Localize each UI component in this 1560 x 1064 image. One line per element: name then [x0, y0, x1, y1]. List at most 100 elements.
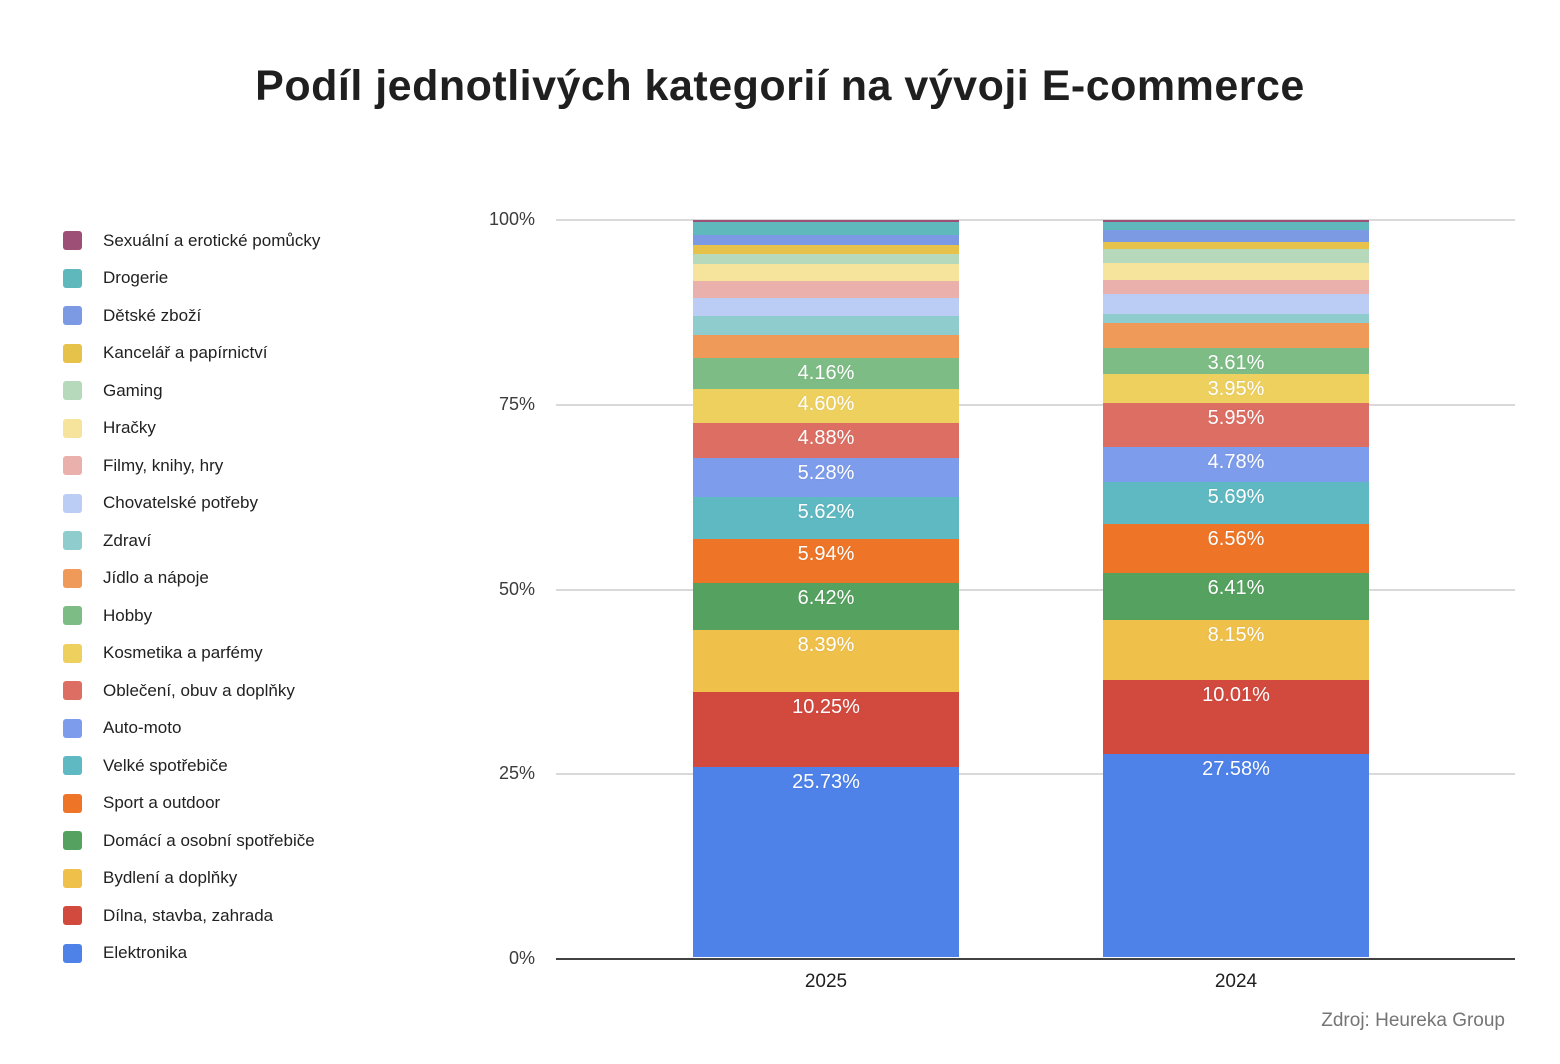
legend-swatch [63, 643, 82, 663]
bar-segment [1103, 220, 1369, 222]
legend-swatch [63, 381, 82, 401]
y-tick-label: 25% [498, 763, 535, 784]
legend-item: Bydlení a doplňky [63, 860, 463, 898]
segment-value-label: 4.16% [797, 361, 855, 384]
legend-item-label: Kancelář a papírnictví [103, 343, 268, 363]
bar-segment: 10.01% [1103, 679, 1369, 754]
bar-segment: 4.88% [693, 422, 959, 459]
legend-swatch [63, 943, 82, 963]
legend-item: Elektronika [63, 935, 463, 973]
bar-segment: 5.62% [693, 497, 959, 539]
bar-segment [693, 221, 959, 235]
legend-item-label: Drogerie [103, 268, 169, 288]
y-tick-label: 50% [498, 578, 535, 599]
bar-segment [1103, 241, 1369, 249]
y-tick-label: 75% [498, 393, 535, 414]
bar-segment [693, 334, 959, 358]
legend-item: Gaming [63, 372, 463, 410]
bar-segment: 6.42% [693, 582, 959, 630]
segment-value-label: 6.56% [1207, 528, 1265, 551]
legend-swatch [63, 793, 82, 813]
legend-item-label: Sexuální a erotické pomůcky [103, 230, 321, 250]
bar-segment [1103, 221, 1369, 230]
legend-item: Domácí a osobní spotřebiče [63, 822, 463, 860]
y-tick-label: 100% [488, 209, 535, 229]
gridline [556, 773, 1515, 776]
bar-segment: 4.16% [693, 357, 959, 389]
plot-area: 25.73% 10.25% 8.39% 6.42% 5.94% 5.62% 5.28% 4.8… [556, 219, 1515, 960]
chart-title: Podíl jednotlivých kategorií na vývoji E… [255, 62, 1305, 110]
segment-value-label: 3.61% [1207, 351, 1265, 374]
gridline [556, 403, 1515, 406]
segment-value-label: 27.58% [1202, 757, 1270, 780]
bar-2025: 25.73% 10.25% 8.39% 6.42% 5.94% 5.62% 5.28% 4.8… [693, 220, 959, 957]
x-tick-label: 2025 [804, 971, 848, 992]
legend-swatch [63, 268, 82, 288]
bar-segment [693, 253, 959, 265]
legend-item-label: Hračky [103, 418, 156, 438]
bar-segment: 6.41% [1103, 572, 1369, 620]
legend-item-label: Filmy, knihy, hry [103, 455, 224, 475]
legend-item: Dětské zboží [63, 297, 463, 335]
bar-segment: 5.95% [1103, 403, 1369, 448]
bar-2024: 27.58% 10.01% 8.15% 6.41% 6.56% 5.69% 4.78% 5.9… [1103, 220, 1369, 957]
segment-value-label: 6.42% [797, 586, 855, 609]
bar-segment [693, 234, 959, 246]
source-note: Zdroj: Heureka Group [1321, 1010, 1505, 1031]
bar-segment [693, 315, 959, 335]
bar-segment: 8.39% [693, 629, 959, 692]
bar-segment [693, 298, 959, 316]
legend-item: Velké spotřebiče [63, 747, 463, 785]
bar-segment [1103, 229, 1369, 242]
legend-swatch [63, 568, 82, 588]
legend-item-label: Kosmetika a parfémy [103, 643, 263, 663]
legend-item: Auto-moto [63, 710, 463, 748]
legend-swatch [63, 531, 82, 551]
y-tick-label: 0% [508, 948, 535, 968]
bar-segment: 4.60% [693, 388, 959, 423]
legend-item: Filmy, knihy, hry [63, 447, 463, 485]
legend-swatch [63, 906, 82, 926]
bar-segment: 3.95% [1103, 374, 1369, 404]
segment-value-label: 8.39% [797, 633, 855, 656]
bar-segment: 3.61% [1103, 347, 1369, 375]
legend-swatch [63, 718, 82, 738]
bar-segment [1103, 263, 1369, 280]
legend-swatch [63, 868, 82, 888]
segment-value-label: 4.88% [797, 426, 855, 449]
legend-item-label: Gaming [103, 380, 163, 400]
legend-swatch [63, 831, 82, 851]
bar-segment: 8.15% [1103, 619, 1369, 680]
legend-item-label: Dětské zboží [103, 305, 202, 325]
legend-item-label: Bydlení a doplňky [103, 868, 238, 888]
legend-swatch [63, 606, 82, 626]
bar-segment [693, 280, 959, 299]
segment-value-label: 5.28% [797, 462, 855, 485]
legend-swatch [63, 418, 82, 438]
legend-item-label: Dílna, stavba, zahrada [103, 905, 274, 925]
bar-segment [1103, 313, 1369, 324]
bar-segment: 5.94% [693, 538, 959, 583]
segment-value-label: 5.95% [1207, 407, 1265, 430]
legend-item-label: Zdraví [103, 530, 152, 550]
segment-value-label: 6.41% [1207, 576, 1265, 599]
legend-item-label: Domácí a osobní spotřebiče [103, 830, 315, 850]
bar-segment [1103, 323, 1369, 348]
segment-value-label: 4.78% [1207, 451, 1265, 474]
legend-item-label: Sport a outdoor [103, 793, 221, 813]
bar-segment [1103, 279, 1369, 295]
legend-item-label: Auto-moto [103, 718, 182, 738]
segment-value-label: 3.95% [1207, 378, 1265, 401]
legend-swatch [63, 493, 82, 513]
bar-segment [1103, 248, 1369, 264]
segment-value-label: 10.25% [792, 695, 860, 718]
bar-segment: 5.69% [1103, 482, 1369, 525]
legend-swatch [63, 756, 82, 776]
legend-item-label: Chovatelské potřeby [103, 493, 258, 513]
gridline [556, 219, 1515, 221]
bar-segment: 6.56% [1103, 524, 1369, 573]
bar-segment [693, 245, 959, 254]
segment-value-label: 5.94% [797, 542, 855, 565]
legend-item: Hračky [63, 410, 463, 448]
